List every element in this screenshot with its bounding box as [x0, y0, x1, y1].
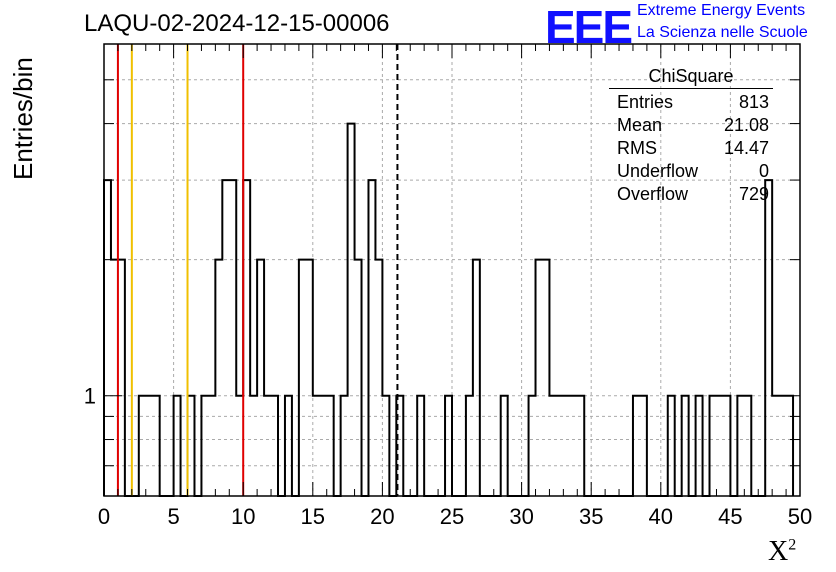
- logo-line-1: Extreme Energy Events: [637, 2, 806, 19]
- x-tick-label: 30: [509, 504, 533, 529]
- x-tick-label: 35: [579, 504, 603, 529]
- histogram: [103, 122, 795, 497]
- x-tick-label: 45: [718, 504, 742, 529]
- x-axis-label-sup: 2: [788, 536, 797, 554]
- stats-value: 729: [738, 184, 769, 204]
- logo-line-2: La Scienza nelle Scuole: [637, 24, 808, 41]
- x-axis-label-base: X: [768, 536, 789, 567]
- stats-row-rms: RMS 14.47: [609, 137, 773, 160]
- stats-label: Entries: [617, 92, 674, 112]
- stats-title: ChiSquare: [609, 66, 773, 89]
- stats-label: Overflow: [617, 184, 689, 204]
- stats-label: Mean: [617, 115, 663, 135]
- x-tick-label: 50: [788, 504, 812, 529]
- stats-row-underflow: Underflow 0: [609, 160, 773, 183]
- x-tick-label: 5: [167, 504, 179, 529]
- chart-title: LAQU-02-2024-12-15-00006: [84, 10, 390, 37]
- stats-box: ChiSquare Entries 813 Mean 21.08 RMS 14.47 Und…: [609, 66, 773, 206]
- marker-lines: [116, 44, 399, 496]
- histogram-outline: [103, 122, 795, 497]
- eee-logo: EEE: [545, 1, 633, 53]
- x-tick-label: 40: [649, 504, 673, 529]
- x-axis-label: X2: [768, 536, 796, 568]
- stats-value: 813: [738, 92, 769, 112]
- x-tick-label: 10: [231, 504, 255, 529]
- stats-value: 0: [758, 161, 769, 181]
- stats-row-entries: Entries 813: [609, 91, 773, 114]
- stats-value: 21.08: [723, 115, 769, 135]
- stats-label: RMS: [617, 138, 657, 158]
- x-tick-label: 20: [370, 504, 394, 529]
- stats-row-overflow: Overflow 729: [609, 183, 773, 206]
- x-tick-label: 0: [98, 504, 110, 529]
- stats-value: 14.47: [723, 138, 769, 158]
- axis-ticks: 0 5 10 15 20 25 30 35 40 45 50 1: [84, 44, 812, 529]
- stats-rows: Entries 813 Mean 21.08 RMS 14.47 Underflow 0 Ove…: [609, 91, 773, 206]
- x-tick-label: 25: [440, 504, 464, 529]
- y-tick-label: 1: [84, 384, 96, 409]
- stats-label: Underflow: [617, 161, 699, 181]
- stats-row-mean: Mean 21.08: [609, 114, 773, 137]
- y-axis-label: Entries/bin: [8, 57, 38, 180]
- x-tick-label: 15: [301, 504, 325, 529]
